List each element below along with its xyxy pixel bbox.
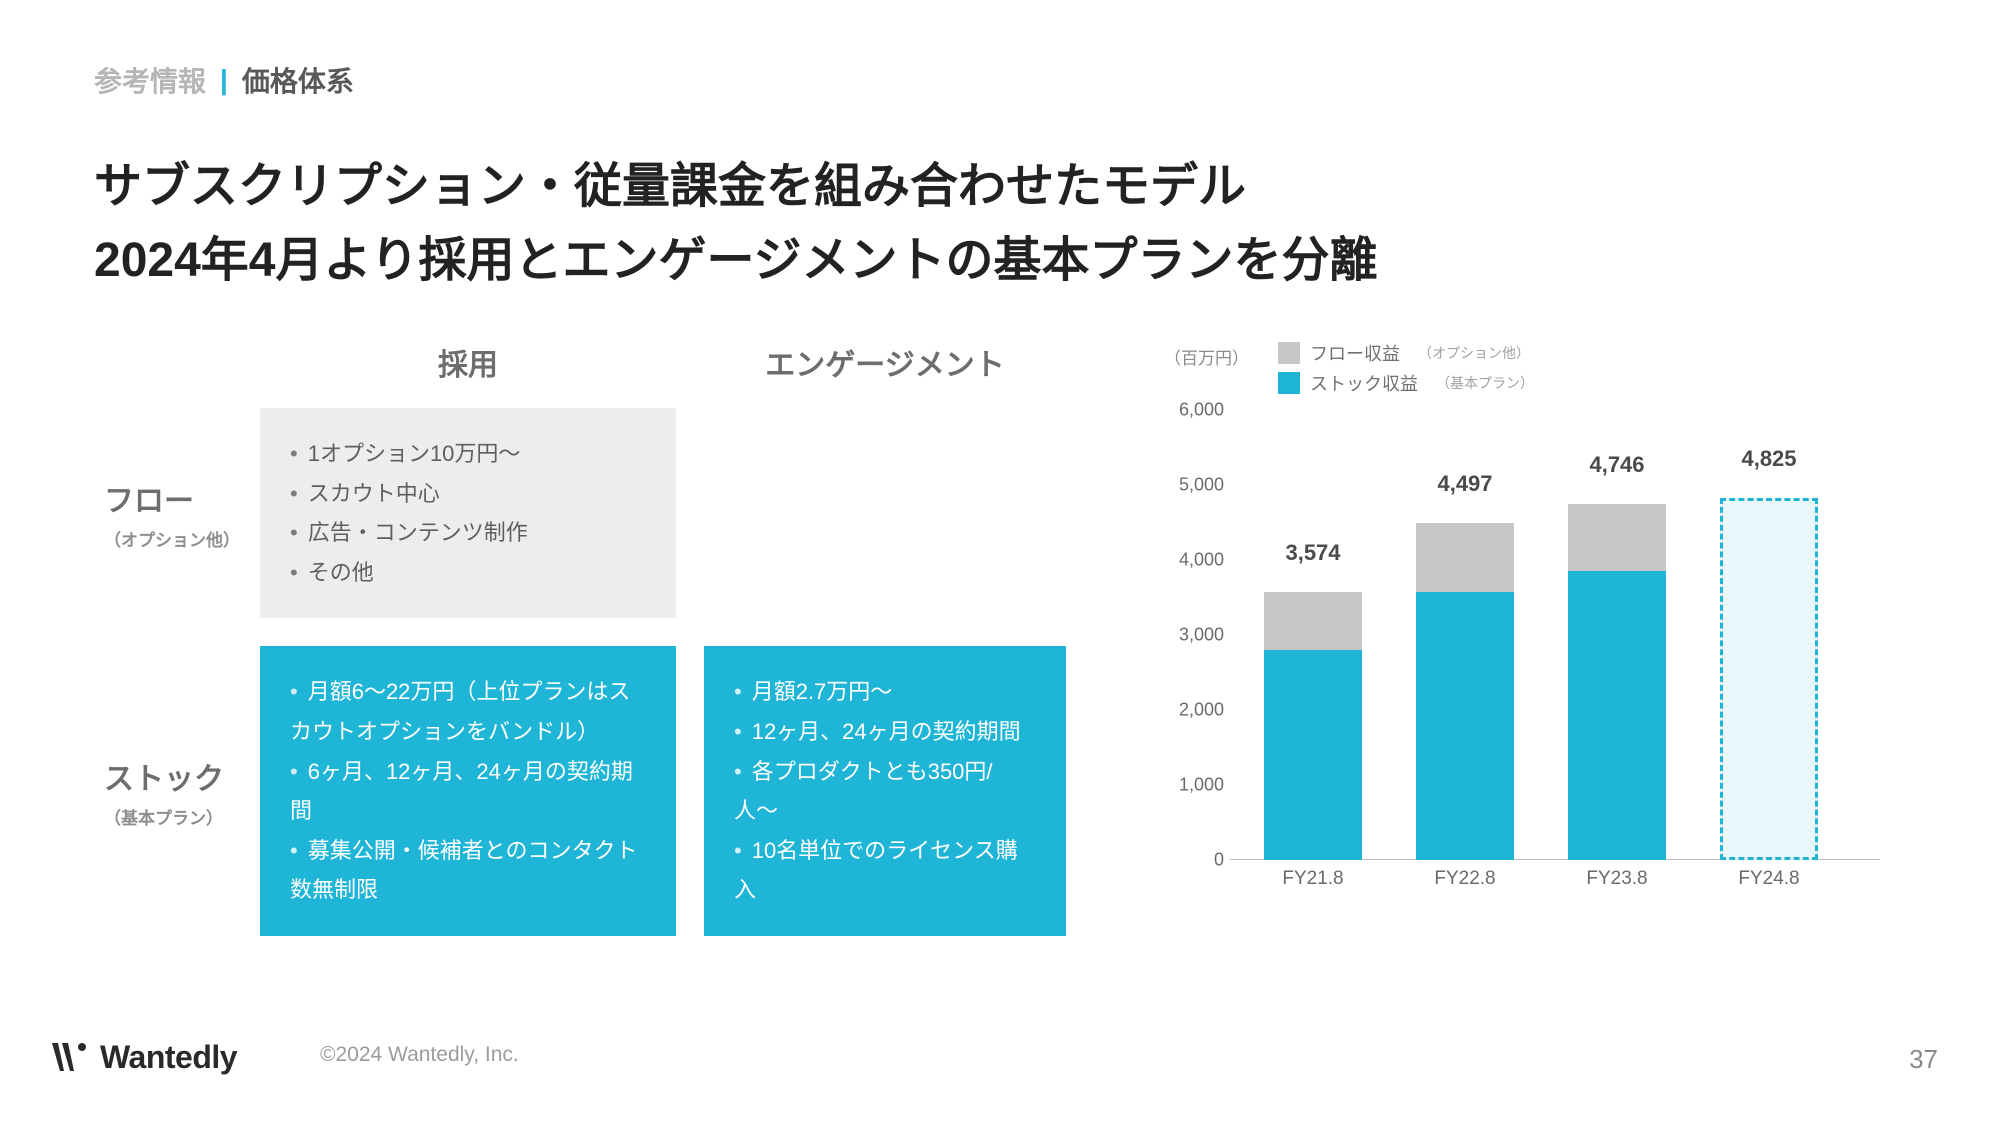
header-separator: | [220, 64, 228, 96]
x-tick-label: FY24.8 [1720, 868, 1818, 890]
bar-value-label: 4,825 [1720, 446, 1818, 472]
bar-value-label: 4,746 [1568, 452, 1666, 478]
row-sub-stock: （基本プラン） [104, 804, 248, 829]
legend-note-flow: （オプション他） [1418, 343, 1530, 363]
copyright: ©2024 Wantedly, Inc. [320, 1043, 519, 1067]
list-item: 各プロダクトとも350円/人〜 [734, 752, 1036, 831]
legend-rows: フロー収益 （オプション他） ストック収益 （基本プラン） [1278, 340, 1534, 396]
wantedly-mark-icon [50, 1037, 90, 1077]
list-item: 1オプション10万円〜 [290, 434, 646, 474]
list-item: その他 [290, 553, 646, 593]
bar-seg-stock [1264, 650, 1362, 860]
header-ref: 参考情報 [94, 60, 206, 100]
header-sub: 価格体系 [242, 60, 354, 100]
chart-plot: 01,0002,0003,0004,0005,0006,0003,574FY21… [1230, 410, 1880, 860]
y-tick-label: 6,000 [1164, 400, 1224, 421]
y-tick-label: 1,000 [1164, 775, 1224, 796]
bar-value-label: 3,574 [1264, 540, 1362, 566]
x-tick-label: FY23.8 [1568, 868, 1666, 890]
list-stock-engagement: 月額2.7万円〜12ヶ月、24ヶ月の契約期間各プロダクトとも350円/人〜10名… [734, 672, 1036, 910]
brand-logo: Wantedly [50, 1037, 237, 1077]
list-item: 月額2.7万円〜 [734, 672, 1036, 712]
bar-seg-flow [1568, 504, 1666, 571]
brand-name: Wantedly [100, 1039, 237, 1076]
legend-note-stock: （基本プラン） [1436, 373, 1534, 393]
revenue-chart: （百万円） フロー収益 （オプション他） ストック収益 （基本プラン） 01,0… [1160, 340, 1900, 900]
bar-seg-stock [1568, 571, 1666, 860]
x-tick-label: FY21.8 [1264, 868, 1362, 890]
row-name-stock: ストック [104, 754, 248, 798]
bar-stack [1416, 523, 1514, 860]
legend-stock: ストック収益 （基本プラン） [1278, 370, 1534, 396]
page-number: 37 [1909, 1044, 1938, 1075]
legend-swatch-stock [1278, 372, 1300, 394]
bar-seg-flow [1264, 592, 1362, 650]
cell-stock-recruit: 月額6〜22万円（上位プランはスカウトオプションをバンドル）6ヶ月、12ヶ月、2… [260, 646, 676, 936]
y-tick-label: 3,000 [1164, 625, 1224, 646]
legend-swatch-flow [1278, 342, 1300, 364]
row-stock: ストック （基本プラン） 月額6〜22万円（上位プランはスカウトオプションをバン… [104, 646, 1066, 936]
y-tick-label: 4,000 [1164, 550, 1224, 571]
list-item: 広告・コンテンツ制作 [290, 513, 646, 553]
legend-label-flow: フロー収益 [1310, 340, 1400, 366]
breadcrumb: 参考情報 | 価格体系 [94, 60, 354, 100]
row-label-stock: ストック （基本プラン） [104, 754, 260, 829]
bar-forecast [1720, 498, 1818, 860]
y-tick-label: 5,000 [1164, 475, 1224, 496]
list-item: 12ヶ月、24ヶ月の契約期間 [734, 712, 1036, 752]
page-title: サブスクリプション・従量課金を組み合わせたモデル 2024年4月より採用とエンゲ… [94, 150, 1378, 299]
x-tick-label: FY22.8 [1416, 868, 1514, 890]
pricing-table: 採用 エンゲージメント フロー （オプション他） 1オプション10万円〜スカウト… [104, 340, 1066, 964]
list-item: 月額6〜22万円（上位プランはスカウトオプションをバンドル） [290, 672, 646, 751]
row-sub-flow: （オプション他） [104, 526, 248, 551]
cell-flow-recruit: 1オプション10万円〜スカウト中心広告・コンテンツ制作その他 [260, 408, 676, 618]
y-tick-label: 2,000 [1164, 700, 1224, 721]
bar-stack [1568, 504, 1666, 860]
col-head-recruit: 採用 [260, 340, 676, 384]
row-name-flow: フロー [104, 476, 248, 520]
list-item: 募集公開・候補者とのコンタクト数無制限 [290, 831, 646, 910]
bar-seg-stock [1416, 592, 1514, 861]
title-line-2: 2024年4月より採用とエンゲージメントの基本プランを分離 [94, 224, 1378, 298]
bar-group: 4,497FY22.8 [1416, 410, 1514, 860]
bar-value-label: 4,497 [1416, 471, 1514, 497]
legend-label-stock: ストック収益 [1310, 370, 1418, 396]
y-tick-label: 0 [1164, 850, 1224, 871]
bar-group: 4,825FY24.8 [1720, 410, 1818, 860]
bar-seg-flow [1416, 523, 1514, 592]
cell-stock-engagement: 月額2.7万円〜12ヶ月、24ヶ月の契約期間各プロダクトとも350円/人〜10名… [704, 646, 1066, 936]
list-item: 6ヶ月、12ヶ月、24ヶ月の契約期間 [290, 752, 646, 831]
chart-unit: （百万円） [1164, 344, 1249, 369]
list-stock-recruit: 月額6〜22万円（上位プランはスカウトオプションをバンドル）6ヶ月、12ヶ月、2… [290, 672, 646, 910]
row-flow: フロー （オプション他） 1オプション10万円〜スカウト中心広告・コンテンツ制作… [104, 408, 1066, 618]
row-label-flow: フロー （オプション他） [104, 476, 260, 551]
title-line-1: サブスクリプション・従量課金を組み合わせたモデル [94, 150, 1378, 224]
bar-stack [1264, 592, 1362, 860]
list-item: スカウト中心 [290, 474, 646, 514]
bar-group: 3,574FY21.8 [1264, 410, 1362, 860]
list-flow-recruit: 1オプション10万円〜スカウト中心広告・コンテンツ制作その他 [290, 434, 646, 592]
col-head-engagement: エンゲージメント [704, 340, 1066, 384]
list-item: 10名単位でのライセンス購入 [734, 831, 1036, 910]
bar-group: 4,746FY23.8 [1568, 410, 1666, 860]
legend-flow: フロー収益 （オプション他） [1278, 340, 1534, 366]
